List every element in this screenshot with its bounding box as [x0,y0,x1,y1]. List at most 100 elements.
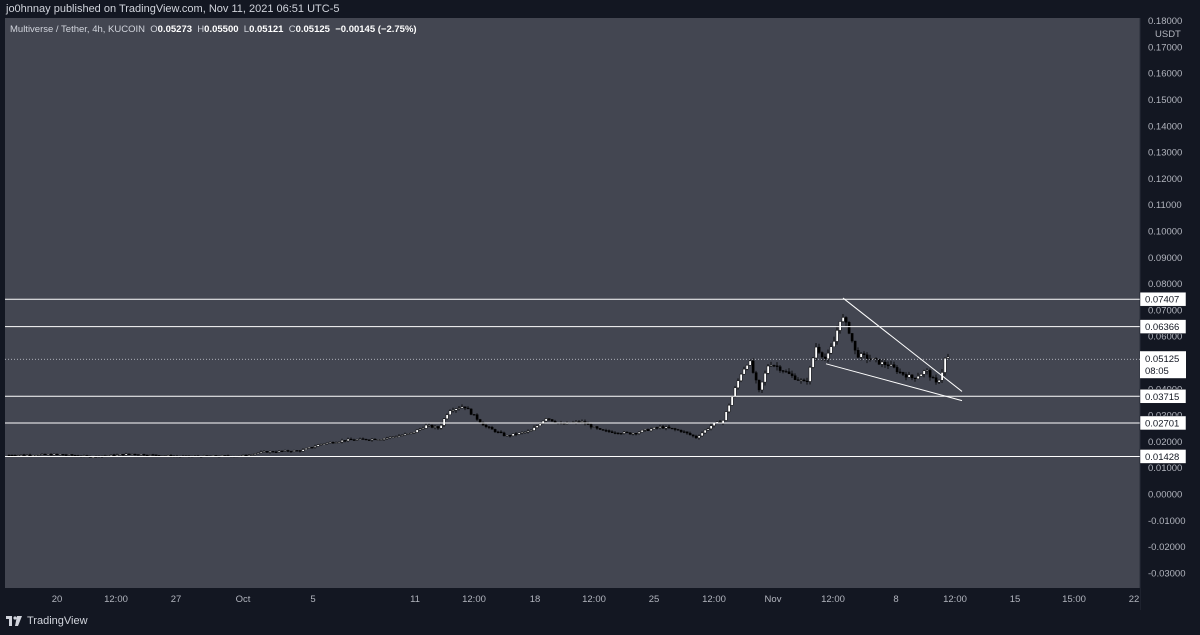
candle-body [748,360,752,366]
candle-body [115,454,119,456]
candle-body [796,379,800,381]
candle-body [319,443,323,446]
level-label-box [1139,319,1187,334]
countdown-label: 08:05 [1145,366,1169,377]
price-tick-label: 0.18000 [1148,16,1182,27]
time-tick-label: 12:00 [582,594,606,605]
time-tick-label: 5 [310,594,315,605]
level-label-box [1139,291,1187,307]
price-tick-label: 0.17000 [1148,42,1182,53]
candle-body [511,433,515,437]
candle-body [550,419,554,422]
candle-body [772,365,776,367]
candle-body [574,421,578,423]
candle-body [286,450,290,452]
candle-body [943,358,947,373]
candle-body [454,408,458,411]
candle-body [307,447,311,449]
candle-body [340,440,344,443]
candle-body [619,433,623,435]
candle-body [832,341,836,348]
candlestick-chart[interactable]: 0.18000 0.17000 0.16000 0.15000 0.14000 0.130… [0,0,1200,610]
candle-body [622,431,626,434]
candle-body [121,454,125,456]
candle-body [325,442,329,445]
candle-body [649,428,653,431]
candle-body [256,452,260,454]
candle-body [346,438,350,442]
candle-body [754,372,758,381]
candle-body [907,374,911,378]
candle-body [763,373,767,383]
candle-body [844,317,848,323]
candle-body [460,406,464,409]
candle-body [367,439,371,441]
candle-body [913,377,917,379]
candle-body [700,432,704,437]
candle-body [826,352,830,359]
candle-body [481,422,485,426]
candle-body [130,453,134,456]
level-label-box [1139,389,1187,404]
candle-body [682,431,686,433]
candle-body [775,365,779,367]
candle-body [925,370,929,372]
candle-body [865,354,869,360]
candle-body [724,411,728,421]
candle-body [808,367,812,382]
candle-body [802,379,806,382]
candle-body [847,322,851,334]
candle-body [7,454,11,457]
time-tick-label: Oct [236,594,251,605]
chart-legend: Multiverse / Tether, 4h, KUCOIN O0.05273… [10,24,417,35]
time-tick-label: 22 [1129,594,1140,605]
candle-body [25,454,29,456]
candle-body [58,454,62,456]
price-tick-label: -0.02000 [1148,542,1186,553]
chart-pane[interactable] [5,18,1140,588]
tradingview-logo[interactable]: TradingView [6,615,88,627]
level-label-box [1139,415,1187,431]
candle-body [244,454,248,456]
candle-body [946,356,950,359]
candle-body [628,432,632,435]
candle-body [853,340,857,351]
candle-body [61,454,65,456]
candle-body [562,423,566,425]
candle-body [745,365,749,370]
candle-body [421,428,425,430]
candle-body [616,432,620,434]
time-tick-label: 12:00 [104,594,128,605]
candle-body [289,451,293,453]
candle-body [466,407,470,410]
candle-body [598,428,602,430]
candle-body [805,380,809,383]
time-tick-label: 18 [530,594,541,605]
candle-body [886,364,890,367]
candle-body [577,421,581,423]
candle-body [313,446,317,448]
candle-body [277,450,281,453]
candle-body [283,450,287,452]
candle-body [613,432,617,434]
candle-body [424,424,428,429]
candle-body [436,426,440,429]
candle-body [934,377,938,383]
price-tick-label: 0.12000 [1148,174,1182,185]
candle-body [370,438,374,441]
change-value: −0.00145 (−2.75%) [335,24,417,35]
time-tick-label: Nov [765,594,782,605]
candle-body [274,451,278,453]
candle-body [538,423,542,426]
candle-body [661,426,665,429]
price-tick-label: 0.00000 [1148,490,1182,501]
price-tick-label: -0.03000 [1148,568,1186,579]
level-label: 0.07407 [1145,295,1179,306]
candle-body [310,447,314,449]
footer-bar: TradingView [0,610,1200,635]
candle-body [667,426,671,429]
candle-body [652,427,656,430]
last-price-box [1140,351,1186,379]
candle-body [349,438,353,441]
candle-body [490,427,494,430]
